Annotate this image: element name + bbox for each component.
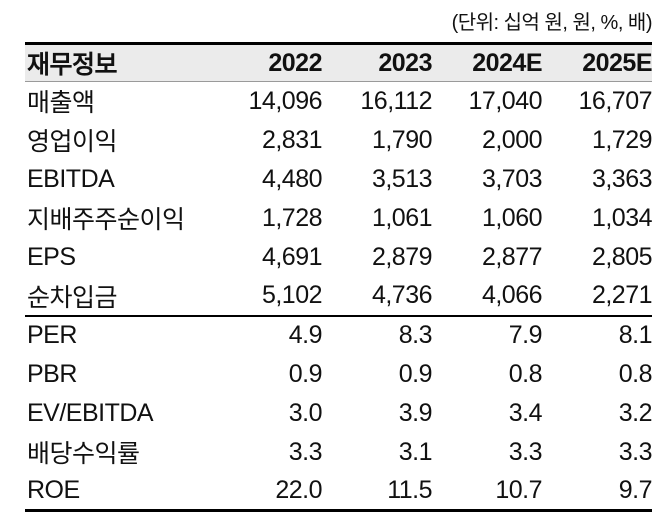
value-cell: 3.0 [288, 398, 323, 427]
row-label: EV/EBITDA [27, 398, 154, 427]
row-label: 순차입금 [27, 283, 118, 312]
table-row: PBR 0.9 0.9 0.8 0.8 [25, 355, 653, 394]
table-header: 재무정보 2022 2023 2024E 2025E [25, 43, 653, 82]
value-cell: 5,102 [261, 281, 323, 309]
value-cell: 0.8 [618, 359, 653, 388]
financial-summary-table: 재무정보 2022 2023 2024E 2025E 매출액 14,096 16,112 17… [25, 42, 653, 512]
value-cell: 9.7 [618, 475, 653, 504]
value-cell: 7.9 [508, 321, 543, 349]
table-row: PER 4.9 8.3 7.9 8.1 [25, 316, 653, 355]
table-row: EBITDA 4,480 3,513 3,703 3,363 [25, 160, 653, 199]
table-row: 순차입금 5,102 4,736 4,066 2,271 [25, 277, 653, 316]
row-label: ROE [27, 475, 80, 504]
value-cell: 1,060 [481, 203, 543, 232]
row-label: 배당수익률 [27, 440, 140, 468]
value-cell: 4,480 [261, 164, 323, 193]
value-cell: 1,061 [371, 203, 433, 232]
value-cell: 0.9 [398, 359, 433, 388]
value-cell: 3,363 [591, 164, 653, 193]
value-cell: 3.4 [508, 398, 543, 427]
table-row: 매출액 14,096 16,112 17,040 16,707 [25, 82, 653, 121]
value-cell: 1,728 [261, 203, 323, 232]
value-cell: 17,040 [468, 86, 543, 115]
value-cell: 3.1 [398, 437, 433, 466]
table-row: 영업이익 2,831 1,790 2,000 1,729 [25, 121, 653, 160]
value-cell: 2,000 [481, 125, 543, 154]
value-cell: 8.1 [618, 321, 653, 349]
value-cell: 3.3 [508, 437, 543, 466]
table-header-row: 재무정보 2022 2023 2024E 2025E [25, 43, 653, 82]
table-row: 지배주주순이익 1,728 1,061 1,060 1,034 [25, 199, 653, 238]
row-label: 지배주주순이익 [27, 206, 185, 234]
financials-section: 매출액 14,096 16,112 17,040 16,707 영업이익 2,831 1,79… [25, 82, 653, 316]
value-cell: 3.3 [618, 437, 653, 466]
value-cell: 0.8 [508, 359, 543, 388]
header-cell-year: 2024E [472, 48, 542, 77]
header-cell-label: 재무정보 [27, 51, 118, 79]
value-cell: 3,513 [371, 164, 433, 193]
row-label: EBITDA [27, 164, 115, 193]
value-cell: 10.7 [495, 475, 542, 504]
row-label: 매출액 [27, 89, 95, 118]
value-cell: 2,271 [591, 281, 653, 309]
table-row: EV/EBITDA 3.0 3.9 3.4 3.2 [25, 394, 653, 433]
header-cell-year: 2023 [378, 48, 432, 77]
value-cell: 8.3 [398, 321, 433, 349]
value-cell: 3,703 [481, 164, 543, 193]
value-cell: 2,877 [481, 242, 543, 271]
value-cell: 4,736 [371, 281, 433, 309]
unit-note: (단위: 십억 원, 원, %, 배) [451, 12, 653, 34]
value-cell: 2,879 [371, 242, 433, 271]
value-cell: 1,790 [371, 125, 433, 154]
value-cell: 2,831 [261, 125, 323, 154]
row-label: EPS [27, 242, 76, 271]
value-cell: 4.9 [288, 321, 323, 349]
ratios-section: PER 4.9 8.3 7.9 8.1 PBR 0.9 0.9 0.8 0.8 EV/EBITDA 3… [25, 315, 653, 511]
table-row: 배당수익률 3.3 3.1 3.3 3.3 [25, 433, 653, 472]
table-row: EPS 4,691 2,879 2,877 2,805 [25, 238, 653, 277]
value-cell: 3.9 [398, 398, 433, 427]
value-cell: 4,691 [261, 242, 323, 271]
row-label: 영업이익 [27, 128, 118, 156]
value-cell: 1,729 [591, 125, 653, 154]
value-cell: 11.5 [387, 475, 432, 504]
value-cell: 0.9 [288, 359, 323, 388]
value-cell: 22.0 [275, 475, 322, 504]
value-cell: 4,066 [481, 281, 543, 309]
value-cell: 14,096 [248, 86, 323, 115]
value-cell: 3.3 [288, 437, 323, 466]
value-cell: 1,034 [591, 203, 653, 232]
row-label: PER [27, 321, 77, 349]
value-cell: 16,707 [578, 86, 653, 115]
header-cell-year: 2022 [268, 48, 322, 77]
value-cell: 2,805 [591, 242, 653, 271]
value-cell: 3.2 [618, 398, 653, 427]
header-cell-year: 2025E [582, 48, 652, 77]
row-label: PBR [27, 359, 77, 388]
table-row: ROE 22.0 11.5 10.7 9.7 [25, 472, 653, 511]
value-cell: 16,112 [360, 86, 432, 115]
